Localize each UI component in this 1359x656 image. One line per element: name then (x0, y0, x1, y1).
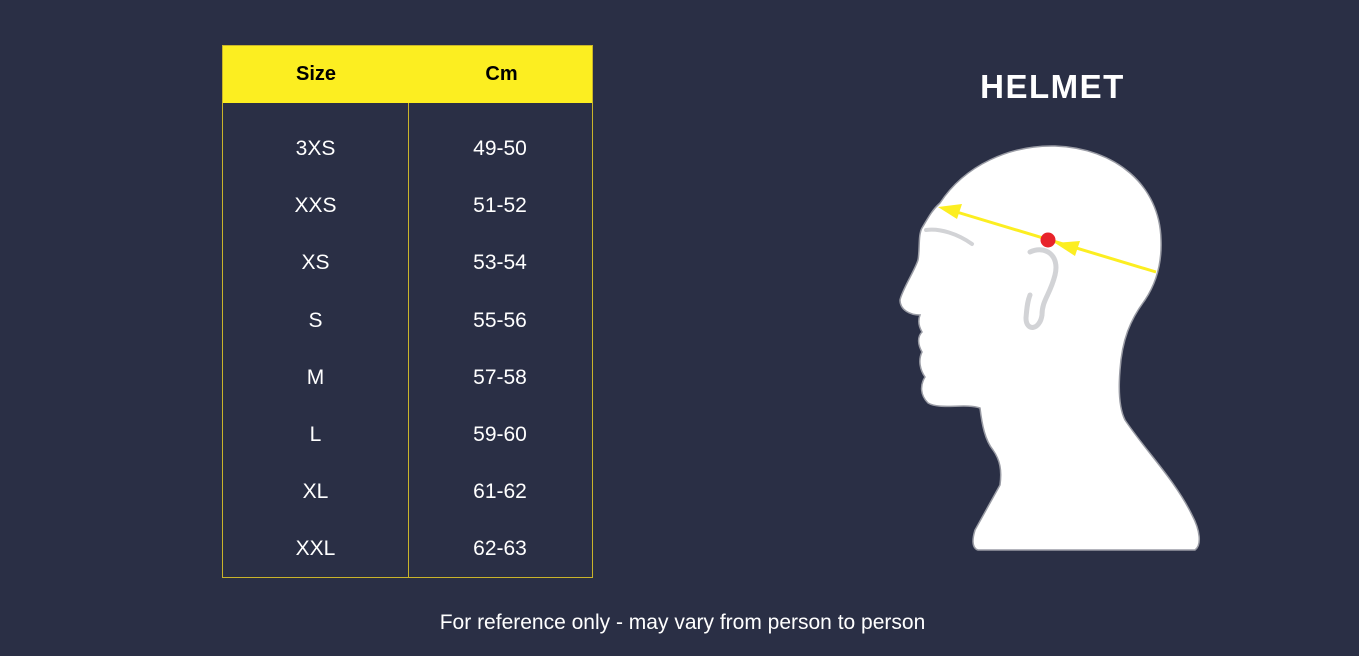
size-cell: XXS (294, 194, 337, 218)
cm-cell: 62-63 (473, 537, 527, 561)
cm-cell: 61-62 (473, 480, 527, 504)
size-cell: XXL (295, 537, 336, 561)
cm-cell: 55-56 (473, 308, 527, 332)
table-row: XL 61-62 (223, 477, 592, 507)
size-cell: XL (302, 480, 329, 504)
header-size: Size (295, 63, 337, 85)
cm-cell: 59-60 (473, 423, 527, 446)
reference-note: For reference only - may vary from perso… (439, 611, 926, 634)
column-divider (408, 103, 409, 577)
table-row: M 57-58 (223, 363, 592, 393)
arrow-back-icon (1055, 241, 1080, 256)
size-cell: 3XS (295, 137, 336, 160)
cm-cell: 53-54 (473, 251, 527, 275)
brow-line (924, 227, 974, 246)
helmet-title: HELMET (980, 68, 1125, 105)
table-row: 3XS 49-50 (223, 134, 592, 164)
table-row: S 55-56 (223, 306, 592, 336)
measurement-point-dot (1040, 232, 1056, 248)
table-row: XXL 62-63 (223, 534, 592, 564)
table-row: L 59-60 (223, 420, 592, 450)
size-cell: XS (301, 251, 330, 275)
ear-icon (1023, 247, 1059, 330)
head-silhouette (899, 145, 1200, 551)
cm-cell: 49-50 (473, 137, 527, 160)
size-cell: M (306, 365, 325, 389)
size-chart-table: Size Cm 3XS 49-50 XXS 51-52 XS 53-54 S 55-56 M 57… (222, 45, 593, 578)
header-cm: Cm (485, 63, 518, 85)
table-row: XXS 51-52 (223, 191, 592, 221)
cm-cell: 51-52 (473, 194, 527, 218)
table-header: Size Cm (223, 46, 592, 103)
cm-cell: 57-58 (473, 365, 527, 389)
size-cell: L (309, 423, 322, 446)
table-row: XS 53-54 (223, 248, 592, 278)
size-cell: S (308, 308, 323, 332)
arrow-front-icon (938, 204, 962, 219)
